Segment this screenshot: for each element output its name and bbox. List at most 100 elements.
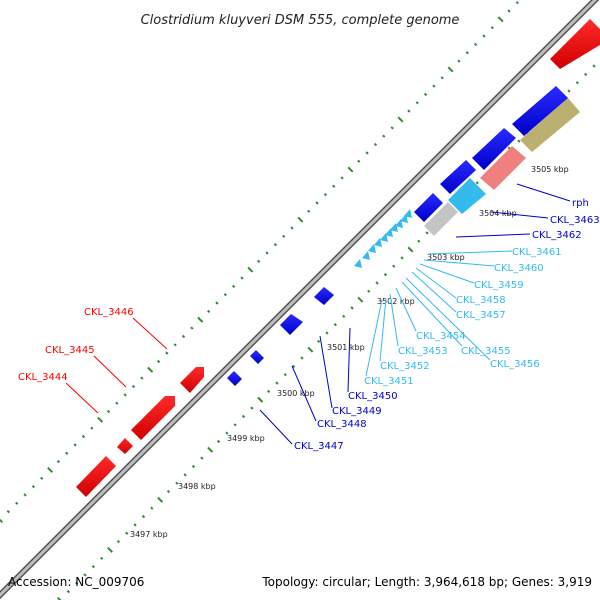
tick-mark: [325, 331, 329, 335]
trna-gene[interactable]: [354, 259, 362, 268]
label-ckl-3463[interactable]: CKL_3463: [550, 215, 600, 226]
tick-mark: [131, 384, 136, 389]
tick-mark: [432, 84, 436, 88]
tick-mark: [357, 159, 361, 163]
label-ckl-3455[interactable]: CKL_3455: [461, 346, 511, 357]
tick-mark: [91, 564, 96, 569]
tick-mark: [332, 184, 336, 188]
tick-mark: [282, 234, 286, 238]
label-ckl-3447[interactable]: CKL_3447: [294, 441, 344, 452]
tick-mark: [307, 209, 311, 213]
tick-mark: [367, 289, 371, 293]
tick-mark: [141, 514, 146, 519]
gene-upper-right[interactable]: [550, 19, 600, 69]
tick-mark: [83, 573, 87, 577]
tick-mark: [457, 59, 461, 63]
forward-gene-labels-dark: CKL_3447 CKL_3448 CKL_3449 CKL_3450 CKL_…: [259, 183, 600, 452]
gene-ckl-3445-fragment[interactable]: [117, 438, 133, 454]
tick-mark: [15, 501, 19, 505]
kbp-label: 3503 kbp: [427, 253, 465, 262]
gene-upper-blue[interactable]: [512, 86, 568, 136]
rrna-salmon[interactable]: [480, 146, 526, 190]
rrna-cyan[interactable]: [448, 178, 486, 214]
tick-mark: [231, 284, 236, 289]
tick-mark: [447, 66, 454, 73]
tick-mark: [197, 316, 204, 323]
rrna-olive[interactable]: [520, 98, 580, 152]
label-rph[interactable]: rph: [572, 198, 589, 209]
label-ckl-3457[interactable]: CKL_3457: [456, 310, 506, 321]
tick-mark: [473, 42, 478, 47]
label-ckl-3444[interactable]: CKL_3444: [18, 372, 68, 383]
tick-mark: [291, 364, 296, 369]
tick-mark: [23, 493, 27, 497]
gene-rph[interactable]: [472, 128, 516, 170]
tick-mark: [567, 89, 571, 93]
tick-mark: [583, 72, 588, 77]
tick-mark: [56, 459, 61, 464]
label-ckl-3458[interactable]: CKL_3458: [456, 295, 506, 306]
trna-gene[interactable]: [362, 251, 370, 260]
gene-ckl-3444[interactable]: [76, 456, 116, 497]
label-ckl-3459[interactable]: CKL_3459: [474, 280, 524, 291]
tick-mark: [173, 343, 177, 347]
trna-gene[interactable]: [368, 244, 376, 253]
label-ckl-3460[interactable]: CKL_3460: [494, 263, 544, 274]
tick-mark: [316, 339, 321, 344]
tick-mark: [107, 546, 114, 553]
tick-mark: [207, 446, 214, 453]
tick-mark: [315, 201, 319, 205]
label-ckl-3454[interactable]: CKL_3454: [416, 331, 466, 342]
tick-mark: [75, 581, 79, 585]
tick-mark: [407, 109, 411, 113]
tick-mark: [66, 589, 71, 594]
label-ckl-3446[interactable]: CKL_3446: [84, 307, 134, 318]
kbp-label: 3498 kbp: [178, 482, 216, 491]
kbp-label: 3504 kbp: [479, 209, 517, 218]
tick-mark: [215, 301, 219, 305]
label-ckl-3452[interactable]: CKL_3452: [380, 361, 430, 372]
tick-mark: [490, 26, 494, 30]
tick-mark: [157, 496, 164, 503]
label-ckl-3448[interactable]: CKL_3448: [317, 419, 367, 430]
tick-mark: [133, 523, 137, 527]
misc-feature-gray[interactable]: [424, 202, 458, 236]
tick-mark: [357, 296, 364, 303]
tick-mark: [183, 473, 187, 477]
tick-mark: [97, 416, 104, 423]
gene-ckl-3447[interactable]: [227, 371, 242, 386]
tick-mark: [147, 366, 154, 373]
label-ckl-3453[interactable]: CKL_3453: [398, 346, 448, 357]
accession-text: Accession: NC_009706: [8, 575, 144, 589]
gene-ckl-3446[interactable]: [180, 367, 204, 393]
gene-ckl-3449[interactable]: [280, 314, 303, 335]
label-ckl-3462[interactable]: CKL_3462: [532, 230, 582, 241]
gene-ckl-3462[interactable]: [414, 193, 443, 222]
tick-mark: [31, 484, 36, 489]
tick-mark: [397, 116, 404, 123]
gene-ckl-3463[interactable]: [440, 160, 476, 194]
forward-strand-genes: [227, 86, 580, 386]
gene-ckl-3448[interactable]: [250, 350, 264, 364]
label-ckl-3451[interactable]: CKL_3451: [364, 376, 414, 387]
trna-gene[interactable]: [404, 209, 412, 218]
kbp-label: 3497 kbp: [130, 530, 168, 539]
gene-ckl-3450[interactable]: [314, 287, 334, 305]
label-ckl-3461[interactable]: CKL_3461: [512, 247, 562, 258]
reverse-gene-labels: CKL_3444 CKL_3445 CKL_3446: [18, 307, 168, 414]
tick-mark: [100, 556, 104, 560]
tick-mark: [417, 239, 421, 243]
gene-ckl-3445[interactable]: [131, 396, 175, 440]
label-ckl-3449[interactable]: CKL_3449: [332, 406, 382, 417]
tick-mark: [283, 373, 287, 377]
tick-mark: [497, 16, 504, 23]
label-ckl-3450[interactable]: CKL_3450: [348, 391, 398, 402]
label-ckl-3456[interactable]: CKL_3456: [490, 359, 540, 370]
label-ckl-3445[interactable]: CKL_3445: [45, 345, 95, 356]
trna-gene[interactable]: [374, 238, 382, 247]
tick-mark: [517, 139, 521, 143]
tick-mark: [115, 401, 119, 405]
tick-mark: [400, 256, 404, 260]
